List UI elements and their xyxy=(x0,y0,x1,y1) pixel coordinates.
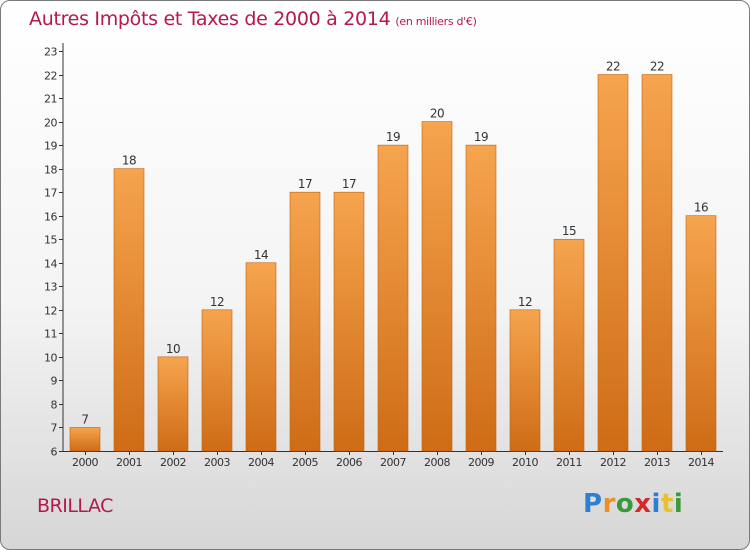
data-label-2000: 7 xyxy=(81,412,88,426)
y-tick-label: 17 xyxy=(44,187,57,200)
bar-2013 xyxy=(641,74,673,452)
data-label-2001: 18 xyxy=(122,154,136,168)
bar-2010 xyxy=(509,309,541,452)
x-tick-label-2004: 2004 xyxy=(248,456,274,469)
data-label-2011: 15 xyxy=(562,224,576,238)
bar-2006 xyxy=(333,191,365,452)
bar-2001 xyxy=(113,168,145,452)
bar-2002 xyxy=(157,356,189,452)
y-tick-label: 16 xyxy=(44,211,57,224)
data-label-2006: 17 xyxy=(342,177,356,191)
y-tick-label: 22 xyxy=(44,70,57,83)
x-tick-label-2006: 2006 xyxy=(336,456,362,469)
y-tick-label: 13 xyxy=(44,281,57,294)
data-label-2014: 16 xyxy=(694,201,708,215)
x-tick-label-2011: 2011 xyxy=(556,456,582,469)
logo-letter: r xyxy=(602,489,616,519)
bar-2012 xyxy=(597,74,629,452)
x-tick-label-2013: 2013 xyxy=(644,456,670,469)
y-tick-label: 23 xyxy=(44,46,57,59)
y-tick-label: 12 xyxy=(44,305,57,318)
data-label-2009: 19 xyxy=(474,130,488,144)
y-tick-label: 9 xyxy=(51,375,58,388)
x-tick-label-2001: 2001 xyxy=(116,456,142,469)
commune-name: BRILLAC xyxy=(37,495,113,517)
y-tick-label: 8 xyxy=(51,399,58,412)
y-tick-label: 11 xyxy=(44,328,57,341)
logo-letter: i xyxy=(651,489,661,519)
chart-unit: (en milliers d'€) xyxy=(395,15,477,28)
data-label-2003: 12 xyxy=(210,295,224,309)
bar-2007 xyxy=(377,144,409,452)
bar-2008 xyxy=(421,121,453,452)
logo-letter: x xyxy=(634,489,652,519)
x-tick-label-2007: 2007 xyxy=(380,456,406,469)
x-tick-label-2009: 2009 xyxy=(468,456,494,469)
logo-letter: i xyxy=(673,489,684,519)
x-tick-label-2012: 2012 xyxy=(600,456,626,469)
bar-2011 xyxy=(553,238,585,452)
data-label-2013: 22 xyxy=(650,60,664,74)
data-label-2005: 17 xyxy=(298,177,312,191)
x-tick-label-2005: 2005 xyxy=(292,456,318,469)
y-tick-label: 18 xyxy=(44,164,57,177)
data-label-2007: 19 xyxy=(386,130,400,144)
bar-2005 xyxy=(289,191,321,452)
y-tick-label: 6 xyxy=(51,446,58,459)
bar-2000 xyxy=(69,427,101,452)
x-tick-label-2000: 2000 xyxy=(72,456,98,469)
data-label-2012: 22 xyxy=(606,60,620,74)
data-label-2004: 14 xyxy=(254,248,268,262)
logo-letter: o xyxy=(615,489,635,519)
chart-title: Autres Impôts et Taxes de 2000 à 2014 (en… xyxy=(29,8,477,30)
y-tick-label: 15 xyxy=(44,234,57,247)
logo-letter: P xyxy=(583,489,603,519)
y-tick-label: 7 xyxy=(51,422,58,435)
bar-2003 xyxy=(201,309,233,452)
x-tick-label-2003: 2003 xyxy=(204,456,230,469)
y-tick-label: 14 xyxy=(44,258,57,271)
y-tick-label: 19 xyxy=(44,140,57,153)
bar-2004 xyxy=(245,262,277,452)
bar-2014 xyxy=(685,215,717,452)
x-tick-label-2010: 2010 xyxy=(512,456,538,469)
y-tick-label: 20 xyxy=(44,117,57,130)
x-tick-label-2014: 2014 xyxy=(688,456,714,469)
chart-title-text: Autres Impôts et Taxes de 2000 à 2014 xyxy=(29,8,391,30)
data-label-2002: 10 xyxy=(166,342,180,356)
data-label-2008: 20 xyxy=(430,107,444,121)
y-tick-label: 21 xyxy=(44,93,57,106)
proxiti-logo: Proxiti xyxy=(583,489,683,519)
bar-2009 xyxy=(465,144,497,452)
x-tick-label-2008: 2008 xyxy=(424,456,450,469)
x-tick-label-2002: 2002 xyxy=(160,456,186,469)
y-tick-label: 10 xyxy=(44,352,57,365)
logo-letter: t xyxy=(660,489,674,519)
data-label-2010: 12 xyxy=(518,295,532,309)
